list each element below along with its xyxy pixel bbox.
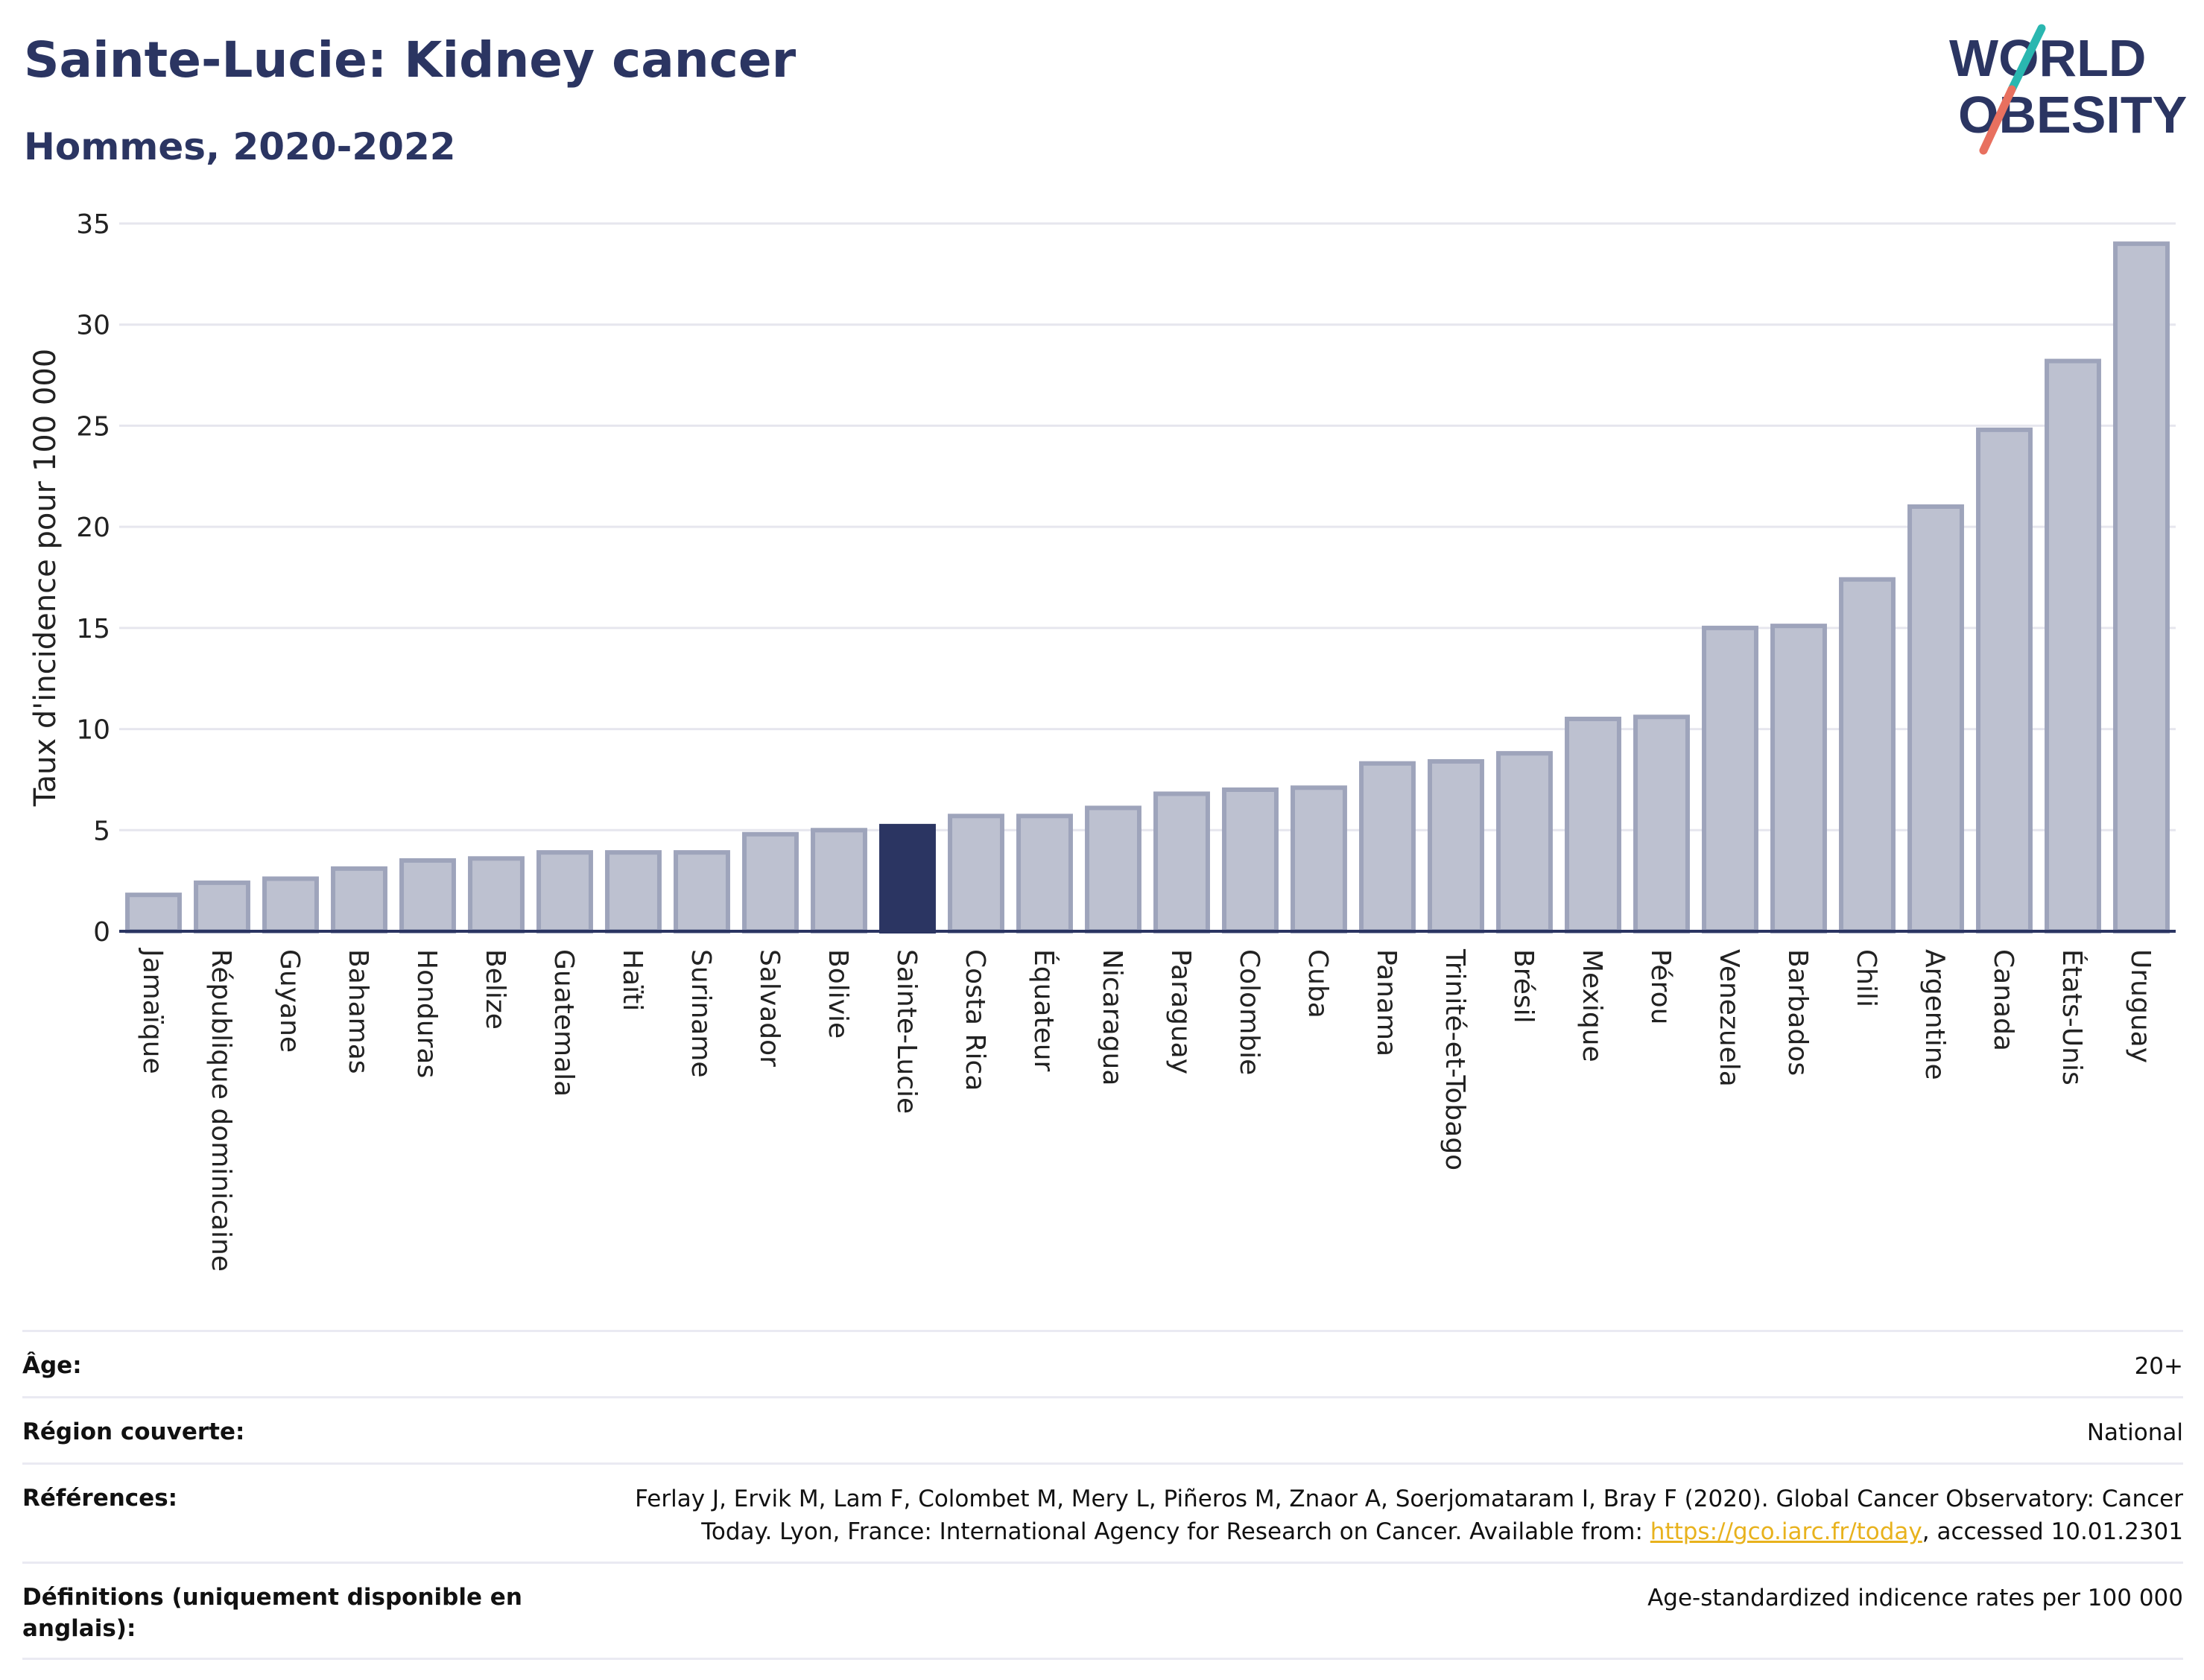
chart-subtitle: Hommes, 2020-2022 <box>24 125 456 168</box>
bar-12 <box>948 814 1004 934</box>
y-tick-label: 35 <box>76 209 110 240</box>
references-accessed: , accessed 10.01.2301 <box>1922 1518 2183 1545</box>
meta-row-age: Âge: 20+ <box>22 1330 2183 1396</box>
bar-8 <box>674 850 730 933</box>
meta-value-age: 20+ <box>2134 1353 2183 1380</box>
x-tick-label: Belize <box>480 949 510 1030</box>
x-tick-label: République dominicaine <box>206 949 236 1272</box>
x-tick-label: Barbados <box>1782 949 1813 1076</box>
meta-label-references: Références: <box>22 1485 178 1512</box>
x-tick-label: Guyane <box>274 949 305 1053</box>
bar-24 <box>1770 624 1827 934</box>
bar-27 <box>1976 427 2033 933</box>
meta-label-definitions: Définitions (uniquement disponible en an… <box>22 1584 522 1642</box>
bar-29 <box>2113 241 2170 933</box>
metadata-table: Âge: 20+ Région couverte: National Référ… <box>22 1330 2183 1660</box>
y-tick-label: 5 <box>93 816 110 846</box>
bar-5 <box>468 856 525 934</box>
bar-20 <box>1496 751 1553 934</box>
x-tick-label: Haïti <box>617 949 647 1011</box>
bar-17 <box>1291 785 1347 934</box>
x-tick-label: Salvador <box>754 949 785 1067</box>
bar-14 <box>1085 805 1141 934</box>
x-tick-label: Trinité-et-Tobago <box>1440 948 1470 1170</box>
meta-value-references: Ferlay J, Ervik M, Lam F, Colombet M, Me… <box>559 1483 2183 1548</box>
x-tick-label: Bahamas <box>343 949 373 1074</box>
bar-9 <box>742 831 799 933</box>
y-tick-label: 0 <box>93 917 110 948</box>
bar-21 <box>1565 717 1621 933</box>
meta-value-definitions: Age-standardized indicence rates per 100… <box>1647 1585 2183 1611</box>
meta-row-definitions: Définitions (uniquement disponible en an… <box>22 1562 2183 1660</box>
bar-6 <box>536 850 593 933</box>
bar-28 <box>2045 358 2101 934</box>
x-tick-label: Costa Rica <box>960 949 990 1091</box>
meta-label-region: Région couverte: <box>22 1419 245 1445</box>
x-tick-label: Cuba <box>1302 949 1333 1018</box>
meta-value-region: National <box>2086 1419 2183 1446</box>
y-tick-label: 10 <box>76 715 110 746</box>
x-tick-label: Bolivie <box>823 949 853 1039</box>
bar-23 <box>1702 625 1758 933</box>
y-tick-label: 15 <box>76 614 110 644</box>
x-tick-label: Honduras <box>411 949 442 1078</box>
bar-7 <box>605 850 662 933</box>
x-tick-label: Uruguay <box>2125 949 2156 1063</box>
references-link[interactable]: https://gco.iarc.fr/today <box>1650 1518 1922 1545</box>
x-tick-label: Guatemala <box>548 949 579 1097</box>
x-tick-label: Sainte-Lucie <box>891 949 922 1114</box>
bar-22 <box>1633 714 1690 933</box>
labels: 0 5 10 15 20 25 30 35 Taux d'incidence pour 100 … <box>28 209 2156 1272</box>
x-tick-label: Panama <box>1371 949 1402 1056</box>
references-text: Ferlay J, Ervik M, Lam F, Colombet M, Me… <box>635 1486 2183 1545</box>
x-tick-label: Chili <box>1851 949 1881 1007</box>
bar-18 <box>1359 761 1416 933</box>
y-tick-label: 25 <box>76 411 110 442</box>
bars <box>125 241 2170 934</box>
x-tick-label: Paraguay <box>1165 949 1196 1074</box>
gridlines <box>119 222 2176 831</box>
x-tick-label: Suriname <box>685 949 716 1078</box>
chart-title: Sainte-Lucie: Kidney cancer <box>24 31 797 89</box>
x-tick-label: Pérou <box>1645 949 1676 1024</box>
y-tick-label: 30 <box>76 311 110 341</box>
bar-1 <box>194 880 250 934</box>
x-tick-label: États-Unis <box>2056 949 2088 1085</box>
bar-16 <box>1222 787 1279 933</box>
meta-row-region: Région couverte: National <box>22 1396 2183 1462</box>
meta-label-age: Âge: <box>22 1352 82 1379</box>
x-tick-label: Nicaragua <box>1097 949 1127 1085</box>
y-axis-title: Taux d'incidence pour 100 000 <box>28 349 63 807</box>
logo-slash-bottom <box>1979 85 2016 155</box>
bar-chart: 0 5 10 15 20 25 30 35 Taux d'incidence pour 100 … <box>28 209 2176 1272</box>
bar-0 <box>125 893 182 933</box>
x-tick-label: Argentine <box>1919 949 1950 1080</box>
meta-row-references: Références: Ferlay J, Ervik M, Lam F, Co… <box>22 1462 2183 1562</box>
bar-11 <box>879 823 936 934</box>
logo-slash-top <box>2007 24 2046 94</box>
bar-2 <box>262 876 319 934</box>
x-tick-label: Jamaïque <box>137 948 168 1074</box>
bar-26 <box>1907 504 1964 933</box>
x-tick-label: Brésil <box>1508 949 1539 1024</box>
x-tick-label: Colombie <box>1234 949 1264 1075</box>
logo-text-world: WORLD <box>1949 29 2146 87</box>
bar-15 <box>1153 791 1210 934</box>
x-tick-label: Mexique <box>1577 949 1607 1062</box>
bar-10 <box>811 828 867 934</box>
bar-19 <box>1428 759 1484 933</box>
bar-13 <box>1016 814 1073 934</box>
x-tick-label: Venezuela <box>1714 949 1744 1087</box>
y-tick-label: 20 <box>76 513 110 543</box>
world-obesity-logo: WORLD OBESITY <box>1949 24 2187 155</box>
bar-4 <box>399 858 456 933</box>
bar-25 <box>1839 577 1896 933</box>
x-tick-label: Canada <box>1988 949 2018 1051</box>
x-tick-label: Équateur <box>1028 949 1060 1072</box>
bar-3 <box>331 866 387 934</box>
